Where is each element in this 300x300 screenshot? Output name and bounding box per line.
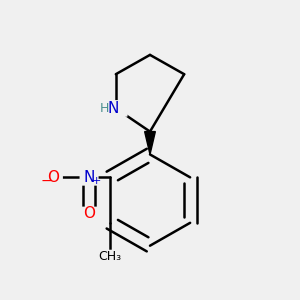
Text: H: H <box>100 102 110 115</box>
Text: N: N <box>107 100 119 116</box>
FancyBboxPatch shape <box>80 169 99 186</box>
FancyBboxPatch shape <box>44 169 63 186</box>
FancyBboxPatch shape <box>95 100 128 117</box>
Text: N: N <box>83 170 95 185</box>
FancyBboxPatch shape <box>80 207 99 221</box>
Text: CH₃: CH₃ <box>98 250 122 263</box>
Text: −: − <box>40 174 52 188</box>
Polygon shape <box>145 132 155 154</box>
FancyBboxPatch shape <box>98 250 122 264</box>
Text: O: O <box>47 170 59 185</box>
Text: +: + <box>92 176 101 186</box>
Text: O: O <box>83 206 95 221</box>
